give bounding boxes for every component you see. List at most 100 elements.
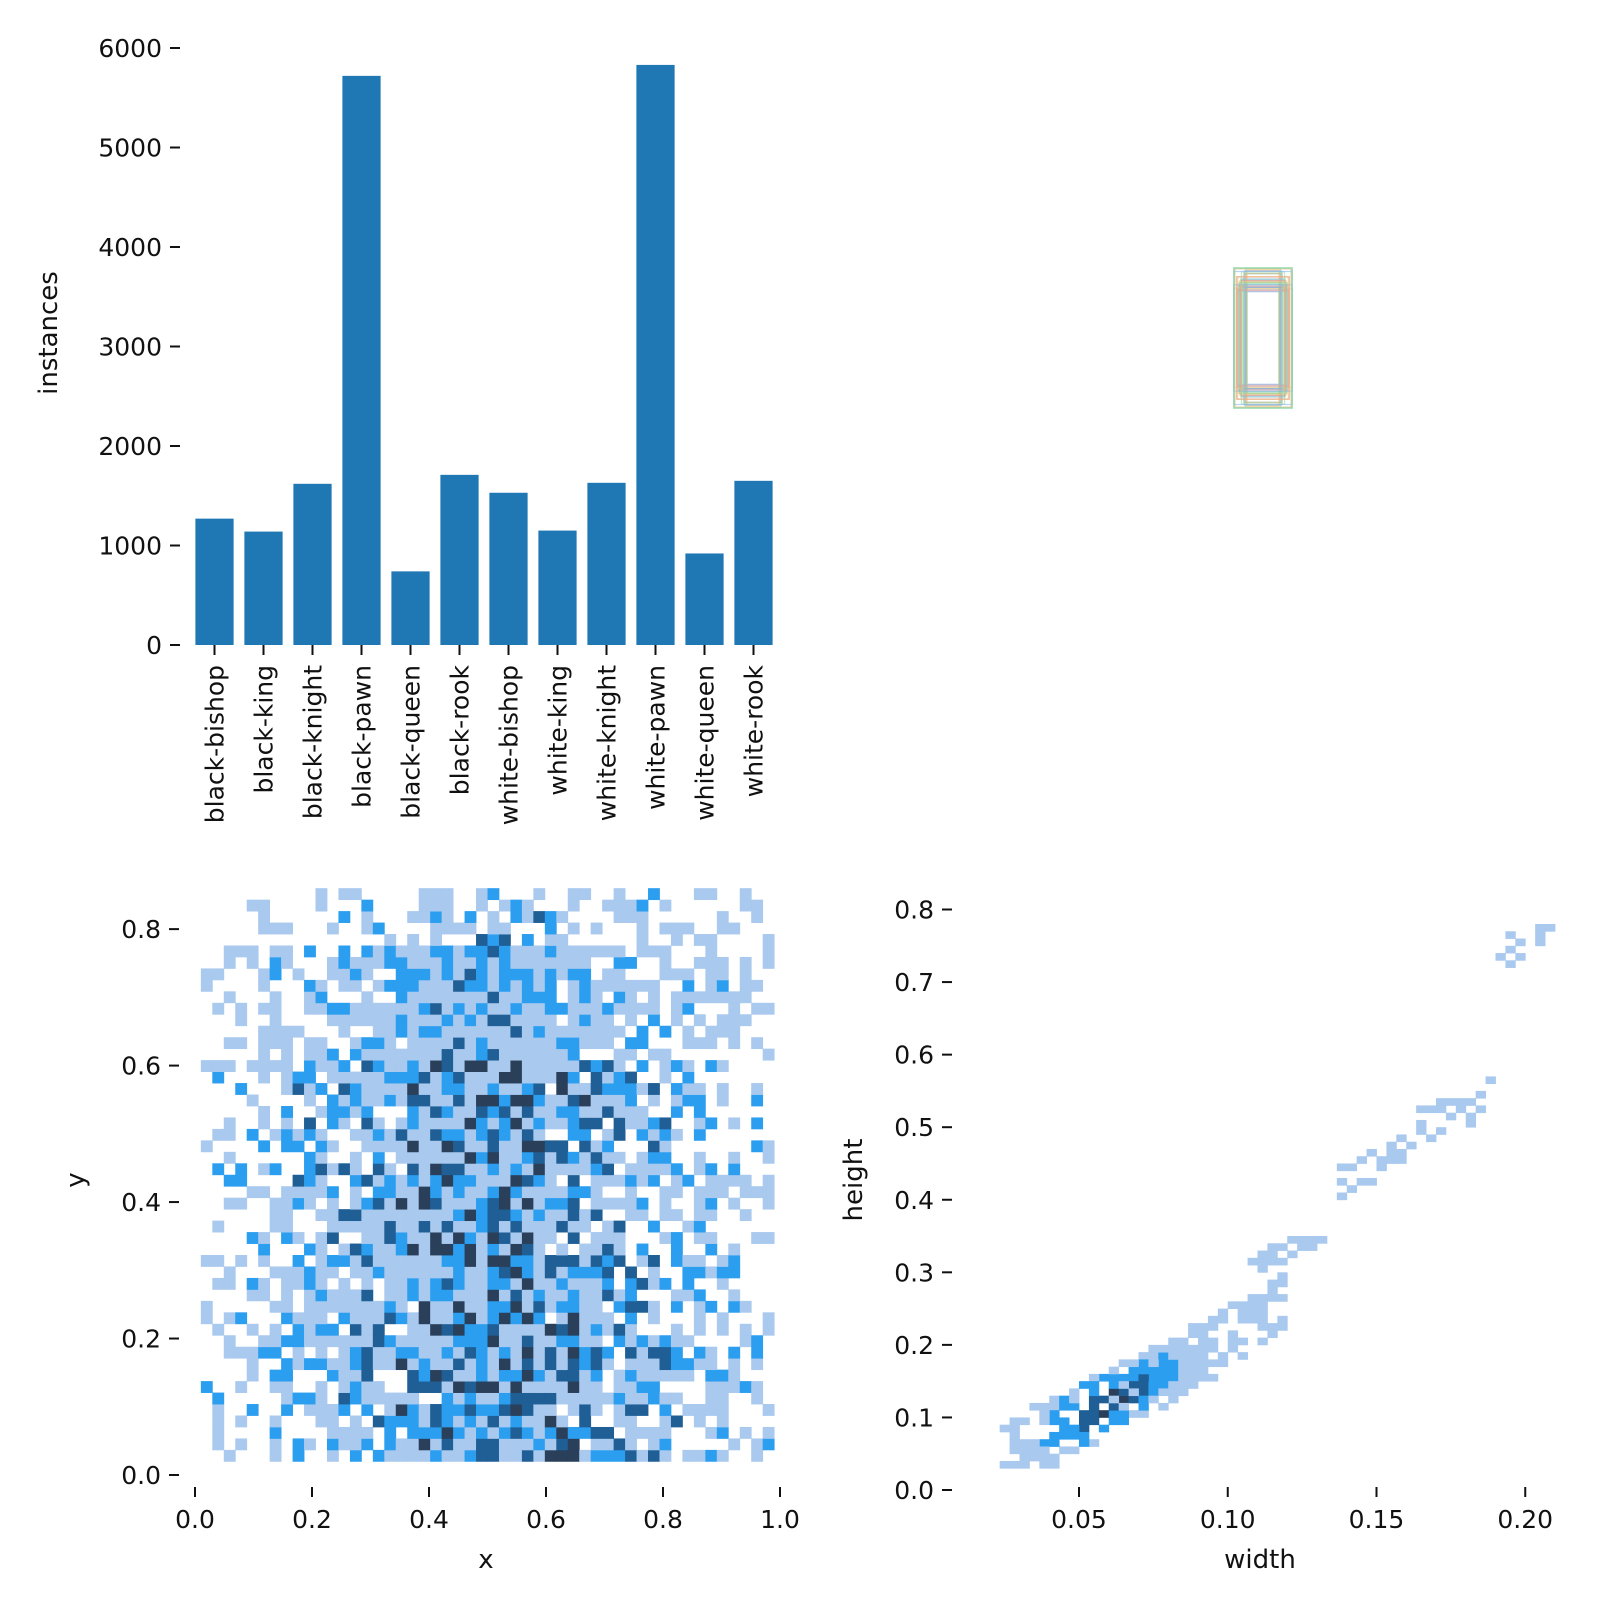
xy-cell [326, 1117, 339, 1130]
xy-cell [716, 1186, 729, 1199]
wh-cell [1009, 1417, 1020, 1426]
xy-cell [464, 1163, 477, 1176]
xy-cell [315, 1266, 328, 1279]
xy-cell [590, 1358, 603, 1371]
xy-cell [338, 1255, 351, 1267]
xy-cell [269, 1300, 282, 1313]
xy-cell [544, 1105, 557, 1118]
xy-cell [567, 1197, 580, 1210]
xy-cell [338, 1163, 351, 1176]
xy-cell [521, 1232, 534, 1244]
wh-x-tick-label: 0.15 [1349, 1505, 1405, 1534]
xy-cell [464, 1277, 477, 1290]
xy-cell [487, 1094, 500, 1107]
xy-cell [372, 1140, 385, 1153]
xy-cell [498, 991, 511, 1004]
xy-cell [292, 1312, 305, 1325]
xy-cell [281, 1048, 293, 1061]
xy-cell [510, 1083, 523, 1095]
xy-cell [476, 1255, 488, 1267]
xy-cell [487, 1163, 500, 1176]
xy-cell [476, 1369, 488, 1382]
xy-cell [693, 1289, 706, 1302]
xy-cell [498, 1071, 511, 1084]
xy-cell [430, 1255, 443, 1267]
xy-cell [670, 1083, 683, 1095]
wh-cell [1049, 1439, 1060, 1447]
xy-cell [441, 922, 454, 935]
xy-cell [430, 1243, 443, 1256]
xy-cell [613, 1415, 626, 1428]
bar-x-tick-label: white-king [544, 665, 573, 796]
xy-cell [407, 1426, 420, 1439]
xy-cell [728, 1163, 741, 1176]
xy-cell [441, 1369, 454, 1382]
xy-cell [613, 1060, 626, 1072]
xy-cell [602, 1002, 615, 1015]
xy-cell [304, 1335, 316, 1348]
xy-cell [533, 1174, 546, 1187]
xy-cell [212, 1071, 225, 1084]
xy-cell [292, 1392, 305, 1405]
xy-cell [498, 1220, 511, 1233]
xy-cell [464, 1449, 477, 1462]
wh-cell [1098, 1410, 1110, 1418]
bar-x-tick-label: black-king [250, 665, 279, 794]
xy-cell [613, 1071, 626, 1084]
xy-cell [338, 968, 351, 981]
wh-cell [1158, 1373, 1169, 1382]
xy-cell [430, 1094, 443, 1107]
xy-cell [269, 1128, 282, 1141]
xy-cell [648, 1151, 660, 1164]
xy-cell [590, 1209, 603, 1222]
xy-cell [521, 968, 534, 981]
box-overlay-panel [1233, 267, 1293, 409]
wh-cell [1098, 1395, 1110, 1404]
xy-cell [636, 1117, 649, 1130]
wh-x-tick-label: 0.20 [1497, 1505, 1553, 1534]
xy-cell [361, 1277, 374, 1290]
xy-cell [338, 1117, 351, 1130]
xy-cell [372, 1094, 385, 1107]
xy-cell [693, 1415, 706, 1428]
xy-cell [625, 1312, 637, 1325]
xy-cell [395, 1346, 408, 1359]
wh-cell [1158, 1359, 1169, 1368]
xy-cell [212, 1392, 225, 1405]
xy-cell [544, 1163, 557, 1176]
xy-cell [453, 1404, 465, 1416]
xy-cell [338, 1300, 351, 1313]
xy-cell [487, 1266, 500, 1279]
box-outline [1245, 273, 1281, 403]
xy-cell [361, 1369, 374, 1382]
xy-cell [659, 1117, 672, 1130]
wh-cell [1505, 945, 1516, 954]
xy-cell [590, 1243, 603, 1256]
xy-cell [464, 945, 477, 958]
xy-cell [670, 1289, 683, 1302]
wh-cell [1207, 1323, 1219, 1331]
xy-cell [384, 1128, 397, 1141]
xy-cell [579, 1128, 592, 1141]
xy-cell [315, 1083, 328, 1095]
xy-cell [498, 1381, 511, 1393]
xy-cell [590, 1449, 603, 1462]
xy-cell [590, 945, 603, 958]
xy-cell [705, 1209, 718, 1222]
xy-cell [510, 1163, 523, 1176]
xy-cell [510, 1266, 523, 1279]
wh-cell [1267, 1243, 1278, 1251]
wh-cell [1317, 1236, 1328, 1244]
xy-cell [292, 1449, 305, 1462]
xy-cell [269, 991, 282, 1004]
xy-cell [636, 1277, 649, 1290]
wh-cell [1257, 1337, 1268, 1346]
xy-cell [418, 956, 431, 969]
xy-cell [361, 1404, 374, 1416]
xy-cell [315, 1037, 328, 1050]
xy-cell [544, 1117, 557, 1130]
xy-cell [751, 1094, 764, 1107]
xy-cell [533, 1289, 546, 1302]
xy-cell [453, 1243, 465, 1256]
xy-cell [304, 1300, 316, 1313]
